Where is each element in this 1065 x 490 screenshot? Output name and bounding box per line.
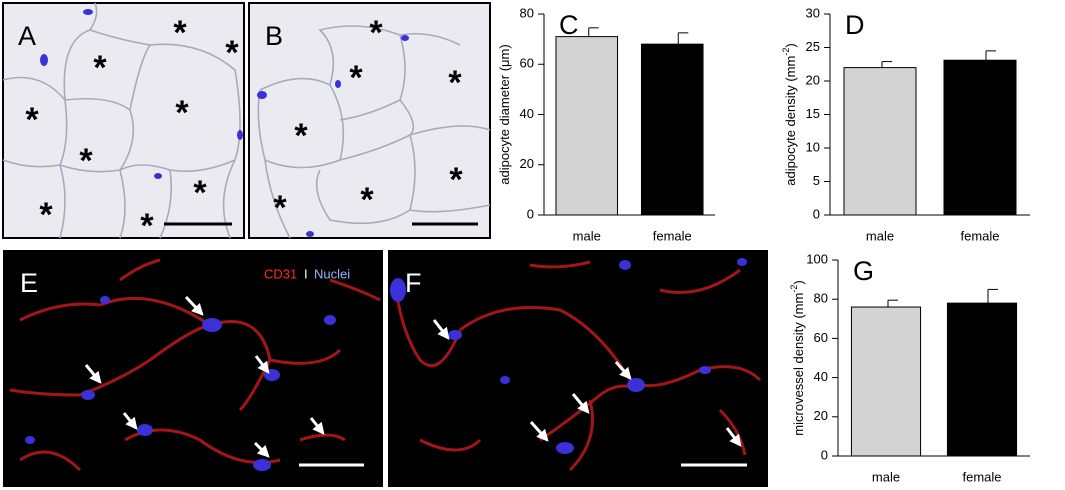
x-tick-label: male <box>866 228 894 243</box>
asterisk: * <box>93 49 107 87</box>
y-tick-label: 10 <box>806 139 820 154</box>
y-axis-label-part: adipocyte density (mm <box>783 56 798 186</box>
y-tick-label: 25 <box>806 39 820 54</box>
panel-label: A <box>18 21 36 51</box>
asterisk: * <box>79 142 93 180</box>
y-axis-label: microvessel density (mm-2) <box>789 280 806 435</box>
y-tick-label: 40 <box>814 369 828 384</box>
y-tick-label: 100 <box>806 251 828 266</box>
asterisk: * <box>25 101 39 139</box>
y-axis-label: adipocyte diameter (μm) <box>497 44 512 184</box>
y-axis-label-part: ) <box>791 280 806 284</box>
asterisk: * <box>349 59 363 97</box>
y-axis-label-part: -2 <box>781 48 791 56</box>
y-tick-label: 5 <box>813 173 820 188</box>
asterisk: * <box>294 117 308 155</box>
y-tick-label: 40 <box>520 106 534 121</box>
y-tick-label: 60 <box>520 56 534 71</box>
asterisk: * <box>173 14 187 52</box>
y-tick-label: 60 <box>814 330 828 345</box>
y-axis-label-part: microvessel density (mm <box>791 293 806 436</box>
asterisk: * <box>193 174 207 212</box>
micrograph-a: A <box>2 2 245 239</box>
bar <box>555 36 619 216</box>
y-tick-label: 0 <box>813 206 820 221</box>
x-tick-label: male <box>872 469 900 484</box>
micrograph-b: B <box>248 2 491 239</box>
panel-label: G <box>853 256 874 286</box>
asterisk: * <box>360 181 374 219</box>
asterisk: * <box>369 14 383 52</box>
asterisk: * <box>449 161 463 199</box>
bar <box>850 306 922 457</box>
asterisk: * <box>140 207 154 245</box>
y-tick-label: 20 <box>806 72 820 87</box>
asterisk: * <box>225 34 239 72</box>
bar <box>943 59 1017 216</box>
stain-label: Nuclei <box>314 266 350 281</box>
x-tick-label: female <box>653 228 692 243</box>
y-axis-label-part: adipocyte diameter (μm) <box>497 44 512 184</box>
x-tick-label: female <box>960 228 999 243</box>
y-tick-label: 80 <box>520 5 534 20</box>
micrograph-f: F <box>388 250 768 487</box>
stain-label: CD31 <box>264 266 297 281</box>
asterisk: * <box>273 189 287 227</box>
bar <box>640 43 704 216</box>
asterisk: * <box>39 196 53 234</box>
panel-label: F <box>405 268 422 298</box>
y-axis-label-part: ) <box>783 43 798 47</box>
panel-label: D <box>845 10 865 40</box>
y-tick-label: 20 <box>520 156 534 171</box>
y-axis-label-part: -2 <box>789 285 799 293</box>
bar <box>946 302 1018 457</box>
panel-label: C <box>559 10 579 40</box>
y-tick-label: 20 <box>814 408 828 423</box>
stain-label: I <box>304 266 308 281</box>
asterisk: * <box>175 94 189 132</box>
y-tick-label: 0 <box>821 447 828 462</box>
x-tick-label: male <box>573 228 601 243</box>
y-tick-label: 80 <box>814 291 828 306</box>
y-axis-label: adipocyte density (mm-2) <box>781 43 798 185</box>
asterisk: * <box>448 64 462 102</box>
x-tick-label: female <box>962 469 1001 484</box>
y-tick-label: 0 <box>527 206 534 221</box>
y-tick-label: 30 <box>806 5 820 20</box>
panel-label: B <box>265 21 283 51</box>
bar <box>843 67 917 216</box>
micrograph-e: E CD31 I Nuclei <box>3 250 383 487</box>
y-tick-label: 15 <box>806 106 820 121</box>
panel-label: E <box>20 268 38 298</box>
